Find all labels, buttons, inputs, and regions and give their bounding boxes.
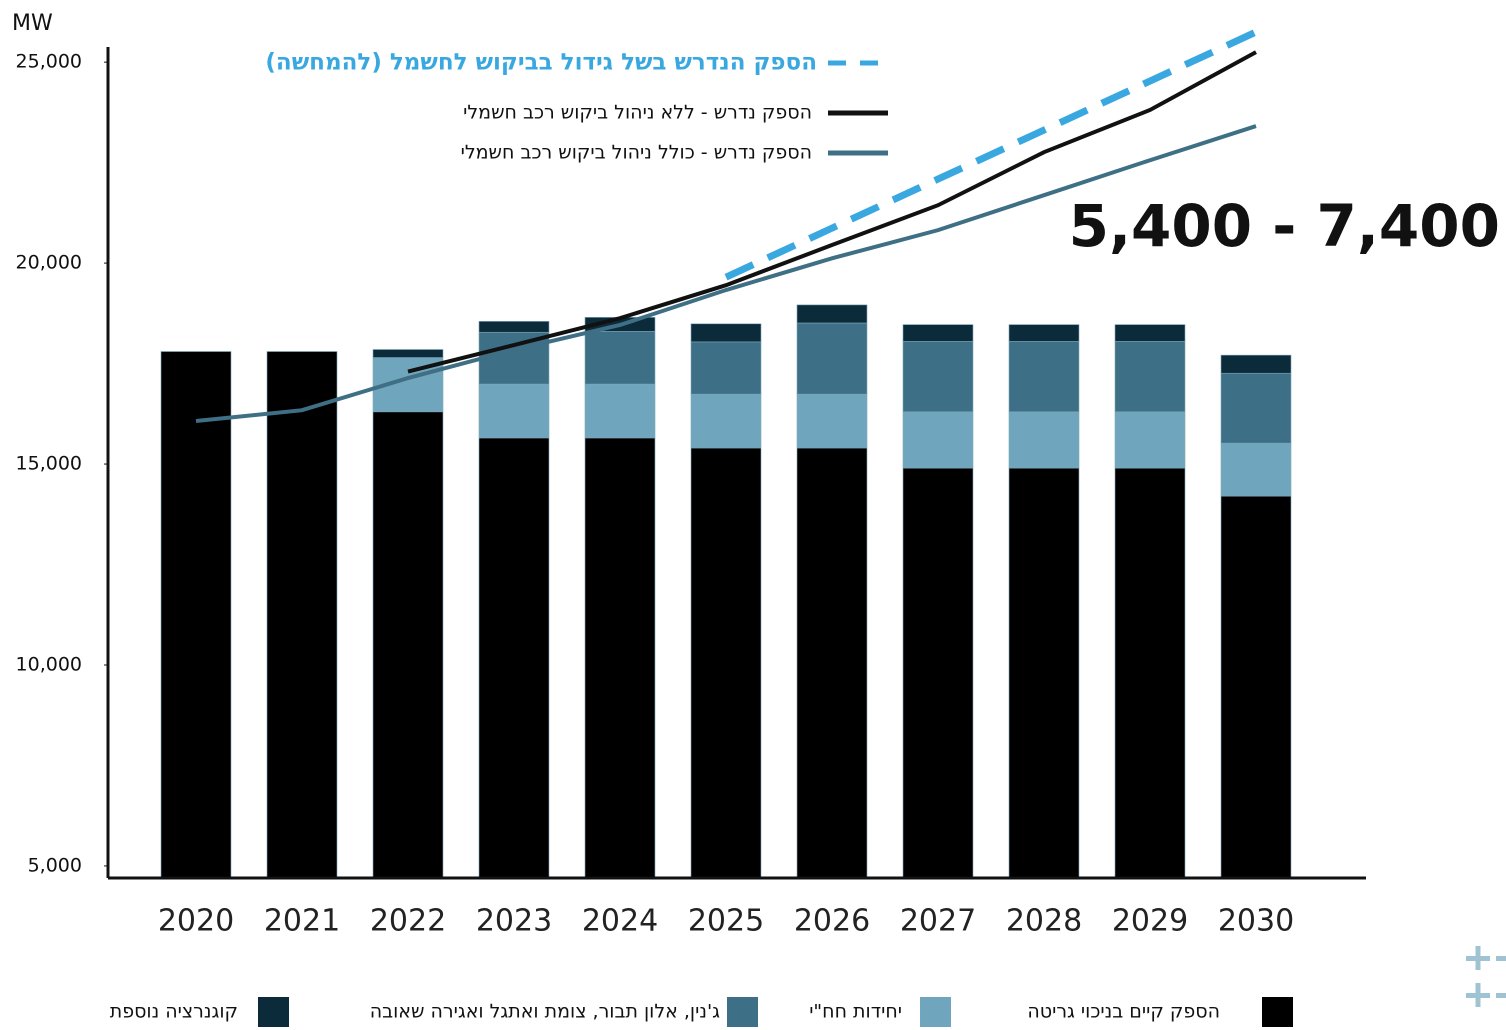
decoration: [1466, 946, 1506, 1007]
bar-segment: [690, 447, 762, 879]
annotation: 5,400 - 7,400: [1069, 192, 1500, 260]
bar-segment: [1008, 467, 1080, 879]
y-tick-label: 20,000: [16, 252, 82, 274]
bar-segment: [1008, 341, 1080, 413]
bar-segment: [796, 393, 868, 449]
legend-label: הספק נדרש - ללא ניהול ביקוש רכב חשמלי: [463, 102, 812, 124]
line: [407, 50, 1257, 374]
y-tick-label: 5,000: [28, 854, 82, 876]
y-axis-label: MW: [12, 11, 53, 36]
line: [195, 124, 1257, 424]
bar-segment: [372, 411, 444, 879]
y-tick-label: 10,000: [16, 653, 82, 675]
x-tick-label: 2023: [476, 904, 552, 939]
x-tick-label: 2027: [900, 904, 976, 939]
bar-segment: [1008, 324, 1080, 342]
y-tick-label: 15,000: [16, 453, 82, 475]
legend-label: הספק נדרש - כולל ניהול ביקוש רכב חשמלי: [461, 142, 812, 164]
bar-segment: [584, 383, 656, 439]
bar-segment: [372, 349, 444, 358]
x-tick-label: 2022: [370, 904, 446, 939]
bar-segment: [478, 383, 550, 439]
legend-label: ג'נין, אלון תבור, צומת ואתגל ואגירה שאוב…: [370, 1001, 720, 1023]
bar-segment: [690, 393, 762, 449]
bar-segment: [690, 341, 762, 395]
bar-segment: [796, 447, 868, 879]
legend-swatch: [727, 997, 758, 1027]
bar-segment: [1114, 324, 1186, 342]
bar-segment: [1114, 341, 1186, 413]
legend-label: קוגנרציה נוספת: [110, 1001, 238, 1023]
line: [724, 28, 1258, 281]
bar-segment: [796, 322, 868, 395]
x-tick-label: 2028: [1006, 904, 1082, 939]
bar-segment: [1008, 411, 1080, 469]
bar-segment: [690, 323, 762, 343]
legend-label: הספק קיים בניכוי גריטה: [1027, 1001, 1220, 1023]
legend-swatch: [920, 997, 951, 1027]
bar-segment: [902, 324, 974, 342]
bar-segment: [902, 467, 974, 879]
bar-segment: [902, 341, 974, 413]
bar-segment: [584, 331, 656, 385]
x-tick-label: 2029: [1112, 904, 1188, 939]
x-tick-label: 2026: [794, 904, 870, 939]
y-tick-label: 25,000: [16, 51, 82, 73]
x-tick-label: 2030: [1218, 904, 1294, 939]
bar-segment: [1220, 372, 1292, 444]
legend-label: יחידות חח"י: [809, 1001, 902, 1023]
legend-swatch: [258, 997, 289, 1027]
bar-segment: [1220, 354, 1292, 374]
x-tick-label: 2020: [158, 904, 234, 939]
bar-segment: [902, 411, 974, 469]
bar-segment: [1114, 411, 1186, 469]
bar-segment: [584, 437, 656, 879]
bar-segment: [796, 304, 868, 324]
bar-segment: [478, 437, 550, 879]
bar-segment: [266, 351, 338, 879]
legend-swatch: [1262, 997, 1293, 1027]
x-tick-label: 2024: [582, 904, 658, 939]
x-tick-label: 2025: [688, 904, 764, 939]
bar-segment: [478, 321, 550, 333]
bar-segment: [1220, 442, 1292, 497]
x-tick-label: 2021: [264, 904, 340, 939]
legend-label: הספק הנדרש בשל גידול בביקוש לחשמל (להמחש…: [265, 50, 817, 76]
bar-segment: [1114, 467, 1186, 879]
bar-segment: [160, 351, 232, 879]
bar-segment: [1220, 495, 1292, 879]
